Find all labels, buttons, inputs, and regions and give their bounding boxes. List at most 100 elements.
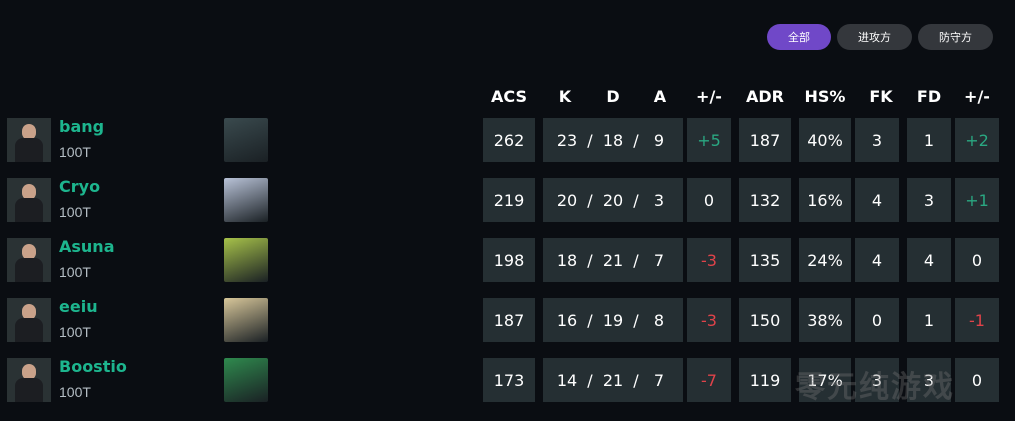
header-fd: FD xyxy=(916,87,942,106)
player-team: 100T xyxy=(59,144,91,160)
player-avatar xyxy=(7,178,51,222)
player-row[interactable]: Asuna 100T 198 18 / 21 / 7 -3 135 24% 4 … xyxy=(0,237,1015,282)
player-team: 100T xyxy=(59,384,91,400)
agent-icon xyxy=(224,298,268,342)
fd-cell: 3 xyxy=(907,358,951,402)
header-acs: ACS xyxy=(491,87,527,106)
adr-cell: 119 xyxy=(739,358,791,402)
deaths: 18 xyxy=(602,130,624,150)
kills: 16 xyxy=(556,310,578,330)
kda-cell: 14 / 21 / 7 xyxy=(543,358,683,402)
player-team: 100T xyxy=(59,264,91,280)
fd-cell: 1 xyxy=(907,118,951,162)
assists: 8 xyxy=(653,310,665,330)
player-name[interactable]: Cryo xyxy=(59,177,101,196)
fk-plus-minus-cell: +1 xyxy=(955,178,999,222)
agent-icon xyxy=(224,238,268,282)
fk-cell: 3 xyxy=(855,118,899,162)
side-filter-tabs: 全部 进攻方 防守方 xyxy=(767,24,993,50)
header-fk: FK xyxy=(869,87,893,106)
header-fk-plus-minus: +/- xyxy=(964,87,990,106)
tab-attack[interactable]: 进攻方 xyxy=(837,24,912,50)
deaths: 21 xyxy=(602,250,624,270)
agent-icon xyxy=(224,358,268,402)
assists: 7 xyxy=(653,370,665,390)
header-hs: HS% xyxy=(804,87,846,106)
header-a: A xyxy=(653,87,667,106)
player-avatar xyxy=(7,118,51,162)
player-row[interactable]: bang 100T 262 23 / 18 / 9 +5 187 40% 3 1… xyxy=(0,117,1015,162)
deaths: 20 xyxy=(602,190,624,210)
kills: 23 xyxy=(556,130,578,150)
deaths: 21 xyxy=(602,370,624,390)
fk-plus-minus-cell: 0 xyxy=(955,238,999,282)
fd-cell: 4 xyxy=(907,238,951,282)
separator: / xyxy=(633,370,639,390)
separator: / xyxy=(587,130,593,150)
kda-cell: 16 / 19 / 8 xyxy=(543,298,683,342)
tab-all[interactable]: 全部 xyxy=(767,24,831,50)
hs-cell: 16% xyxy=(799,178,851,222)
fk-cell: 3 xyxy=(855,358,899,402)
assists: 9 xyxy=(653,130,665,150)
player-row[interactable]: eeiu 100T 187 16 / 19 / 8 -3 150 38% 0 1… xyxy=(0,297,1015,342)
adr-cell: 150 xyxy=(739,298,791,342)
assists: 3 xyxy=(653,190,665,210)
fk-cell: 4 xyxy=(855,178,899,222)
kills: 20 xyxy=(556,190,578,210)
agent-icon xyxy=(224,178,268,222)
separator: / xyxy=(587,190,593,210)
hs-cell: 24% xyxy=(799,238,851,282)
assists: 7 xyxy=(653,250,665,270)
deaths: 19 xyxy=(602,310,624,330)
header-k: K xyxy=(558,87,572,106)
adr-cell: 132 xyxy=(739,178,791,222)
player-team: 100T xyxy=(59,324,91,340)
kda-cell: 20 / 20 / 3 xyxy=(543,178,683,222)
header-adr: ADR xyxy=(746,87,784,106)
plus-minus-cell: 0 xyxy=(687,178,731,222)
kills: 14 xyxy=(556,370,578,390)
separator: / xyxy=(633,310,639,330)
fk-plus-minus-cell: -1 xyxy=(955,298,999,342)
plus-minus-cell: -3 xyxy=(687,238,731,282)
tab-defense[interactable]: 防守方 xyxy=(918,24,993,50)
player-name[interactable]: Asuna xyxy=(59,237,115,256)
hs-cell: 38% xyxy=(799,298,851,342)
fd-cell: 1 xyxy=(907,298,951,342)
player-team: 100T xyxy=(59,204,91,220)
acs-cell: 173 xyxy=(483,358,535,402)
separator: / xyxy=(633,250,639,270)
kda-cell: 18 / 21 / 7 xyxy=(543,238,683,282)
fd-cell: 3 xyxy=(907,178,951,222)
header-plus-minus: +/- xyxy=(696,87,722,106)
hs-cell: 17% xyxy=(799,358,851,402)
plus-minus-cell: -3 xyxy=(687,298,731,342)
player-name[interactable]: eeiu xyxy=(59,297,98,316)
player-name[interactable]: Boostio xyxy=(59,357,127,376)
acs-cell: 262 xyxy=(483,118,535,162)
plus-minus-cell: -7 xyxy=(687,358,731,402)
separator: / xyxy=(633,190,639,210)
player-name[interactable]: bang xyxy=(59,117,105,136)
fk-plus-minus-cell: +2 xyxy=(955,118,999,162)
kills: 18 xyxy=(556,250,578,270)
player-avatar xyxy=(7,358,51,402)
player-avatar xyxy=(7,298,51,342)
adr-cell: 187 xyxy=(739,118,791,162)
separator: / xyxy=(587,370,593,390)
fk-cell: 4 xyxy=(855,238,899,282)
separator: / xyxy=(633,130,639,150)
acs-cell: 198 xyxy=(483,238,535,282)
acs-cell: 187 xyxy=(483,298,535,342)
player-row[interactable]: Boostio 100T 173 14 / 21 / 7 -7 119 17% … xyxy=(0,357,1015,402)
player-avatar xyxy=(7,238,51,282)
acs-cell: 219 xyxy=(483,178,535,222)
agent-icon xyxy=(224,118,268,162)
fk-cell: 0 xyxy=(855,298,899,342)
fk-plus-minus-cell: 0 xyxy=(955,358,999,402)
player-row[interactable]: Cryo 100T 219 20 / 20 / 3 0 132 16% 4 3 … xyxy=(0,177,1015,222)
header-d: D xyxy=(606,87,620,106)
separator: / xyxy=(587,250,593,270)
kda-cell: 23 / 18 / 9 xyxy=(543,118,683,162)
